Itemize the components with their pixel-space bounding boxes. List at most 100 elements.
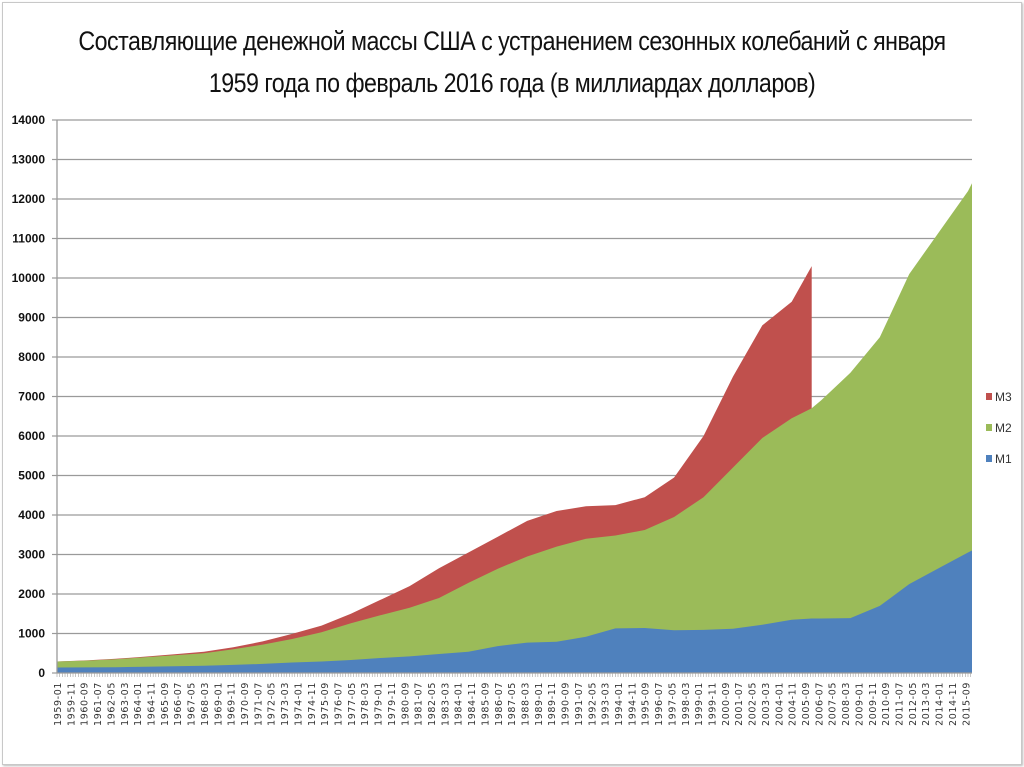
x-tick-label: 1987-05 xyxy=(507,682,518,726)
stacked-areas xyxy=(57,183,972,673)
legend-swatch-m1 xyxy=(986,455,992,462)
chart-title-line-2: 1959 года по февраль 2016 года (в миллиа… xyxy=(208,68,816,98)
x-tick-label: 1966-07 xyxy=(173,682,184,726)
x-tick-label: 2011-07 xyxy=(895,682,906,726)
x-tick-label: 1965-09 xyxy=(160,682,171,726)
legend-label-m1: M1 xyxy=(995,452,1012,466)
area-m2 xyxy=(57,183,972,673)
x-tick-label: 2008-03 xyxy=(841,682,852,726)
y-tick-label: 1000 xyxy=(18,627,45,641)
x-tick-label: 1985-09 xyxy=(480,682,491,726)
legend-label-m2: M2 xyxy=(995,421,1012,435)
x-tick-label: 2009-11 xyxy=(868,682,879,726)
x-tick-label: 2013-03 xyxy=(921,682,932,726)
y-tick-label: 5000 xyxy=(18,469,45,483)
x-tick-label: 1969-01 xyxy=(213,682,224,726)
y-tick-label: 0 xyxy=(38,666,45,680)
x-tick-label: 1977-05 xyxy=(347,682,358,726)
y-tick-label: 3000 xyxy=(18,548,45,562)
axes xyxy=(56,120,972,677)
x-tick-label: 1959-11 xyxy=(66,682,77,726)
x-tick-label: 1976-07 xyxy=(334,682,345,726)
x-tick-label: 1964-01 xyxy=(133,682,144,726)
x-tick-label: 2004-01 xyxy=(774,682,785,726)
x-tick-label: 1959-01 xyxy=(53,682,64,726)
y-tick-label: 10000 xyxy=(12,271,46,285)
x-tick-label: 1998-03 xyxy=(681,682,692,726)
x-tick-label: 2001-07 xyxy=(734,682,745,726)
x-tick-label: 1969-11 xyxy=(227,682,238,726)
y-tick-label: 9000 xyxy=(18,311,45,325)
y-tick-label: 14000 xyxy=(12,113,46,127)
x-tick-label: 1979-01 xyxy=(374,682,385,726)
x-tick-label: 1996-07 xyxy=(654,682,665,726)
x-tick-label: 1974-01 xyxy=(293,682,304,726)
x-tick-label: 1964-11 xyxy=(147,682,158,726)
x-tick-label: 1978-03 xyxy=(360,682,371,726)
x-tick-label: 2004-11 xyxy=(788,682,799,726)
y-tick-label: 8000 xyxy=(18,350,45,364)
x-tick-label: 1960-09 xyxy=(80,682,91,726)
x-tick-label: 1980-09 xyxy=(400,682,411,726)
x-tick-label: 2009-01 xyxy=(855,682,866,726)
x-tick-label: 1994-11 xyxy=(627,682,638,726)
y-tick-label: 12000 xyxy=(12,192,46,206)
x-tick-label: 1999-01 xyxy=(694,682,705,726)
x-tick-label: 1973-03 xyxy=(280,682,291,726)
x-tick-label: 1975-09 xyxy=(320,682,331,726)
x-axis-ticks: 1959-01 1959-11 1960-09 1961-07 1962-05 1963-… xyxy=(53,682,972,726)
x-tick-label: 2005-09 xyxy=(801,682,812,726)
x-tick-label: 1984-11 xyxy=(467,682,478,726)
x-tick-label: 1967-05 xyxy=(187,682,198,726)
x-tick-label: 1968-03 xyxy=(200,682,211,726)
x-tick-label: 2015-09 xyxy=(961,682,972,726)
x-tick-label: 1963-03 xyxy=(120,682,131,726)
x-tick-label: 1982-05 xyxy=(427,682,438,726)
x-tick-label: 2010-09 xyxy=(881,682,892,726)
x-tick-label: 1991-07 xyxy=(574,682,585,726)
x-tick-label: 2000-09 xyxy=(721,682,732,726)
x-tick-label: 1979-11 xyxy=(387,682,398,726)
y-tick-label: 13000 xyxy=(12,153,46,167)
x-tick-label: 1994-01 xyxy=(614,682,625,726)
x-tick-label: 2012-05 xyxy=(908,682,919,726)
area-m1 xyxy=(57,550,972,673)
x-tick-label: 1995-09 xyxy=(641,682,652,726)
y-tick-label: 6000 xyxy=(18,429,45,443)
chart-title-line-1: Составляющие денежной массы США с устран… xyxy=(78,26,946,56)
y-tick-label: 7000 xyxy=(18,390,45,404)
x-tick-label: 1990-09 xyxy=(561,682,572,726)
x-tick-label: 1972-05 xyxy=(267,682,278,726)
y-axis-ticks: 0 1000 2000 3000 4000 5000 6000 7000 8000 9000 100… xyxy=(12,113,57,680)
y-tick-label: 11000 xyxy=(12,232,45,246)
legend-swatch-m2 xyxy=(986,424,992,431)
legend-label-m3: M3 xyxy=(995,390,1012,404)
x-tick-label: 1970-09 xyxy=(240,682,251,726)
x-tick-label: 1988-03 xyxy=(521,682,532,726)
x-tick-label: 1993-03 xyxy=(601,682,612,726)
x-tick-label: 1989-01 xyxy=(534,682,545,726)
x-tick-label: 1986-07 xyxy=(494,682,505,726)
x-tick-label: 1974-11 xyxy=(307,682,318,726)
x-tick-label: 2014-01 xyxy=(935,682,946,726)
x-tick-label: 2007-05 xyxy=(828,682,839,726)
x-tick-label: 1992-05 xyxy=(587,682,598,726)
x-tick-label: 1983-03 xyxy=(440,682,451,726)
legend-swatch-m3 xyxy=(986,393,992,400)
x-tick-label: 1999-11 xyxy=(708,682,719,726)
x-tick-label: 2002-05 xyxy=(748,682,759,726)
chart-title: Составляющие денежной массы США с устран… xyxy=(72,20,953,104)
x-tick-label: 2014-11 xyxy=(948,682,959,726)
x-tick-label: 2003-03 xyxy=(761,682,772,726)
x-tick-label: 1997-05 xyxy=(668,682,679,726)
x-tick-label: 1971-07 xyxy=(253,682,264,726)
x-tick-label: 1984-01 xyxy=(454,682,465,726)
x-tick-label: 1961-07 xyxy=(93,682,104,726)
y-tick-label: 4000 xyxy=(18,508,45,522)
x-tick-label: 1962-05 xyxy=(106,682,117,726)
legend: M3 M2 M1 xyxy=(986,390,1012,466)
x-tick-label: 1989-11 xyxy=(547,682,558,726)
y-tick-label: 2000 xyxy=(18,587,45,601)
x-tick-label: 2006-07 xyxy=(814,682,825,726)
